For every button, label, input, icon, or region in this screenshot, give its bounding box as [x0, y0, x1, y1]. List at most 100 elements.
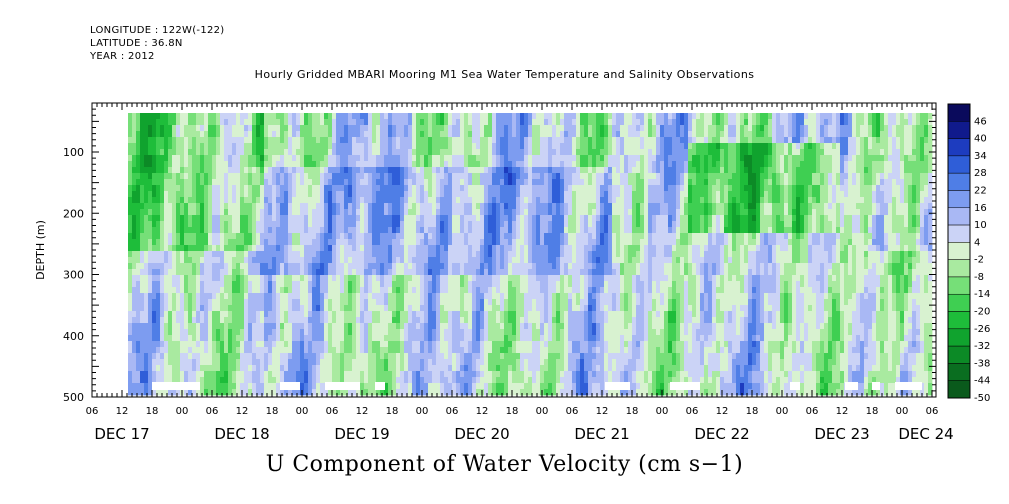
- heatmap-cell: [276, 245, 281, 252]
- heatmap-cell: [468, 233, 473, 240]
- heatmap-cell: [420, 305, 425, 312]
- heatmap-cell: [468, 257, 473, 264]
- heatmap-cell: [500, 329, 505, 336]
- heatmap-cell: [512, 239, 517, 246]
- heatmap-cell: [300, 191, 305, 198]
- heatmap-cell: [176, 251, 181, 258]
- heatmap-cell: [424, 209, 429, 216]
- heatmap-cell: [216, 203, 221, 210]
- heatmap-cell: [384, 161, 389, 168]
- heatmap-cell: [328, 119, 333, 126]
- heatmap-cell: [204, 143, 209, 150]
- heatmap-cell: [344, 293, 349, 300]
- heatmap-cell: [528, 293, 533, 300]
- heatmap-cell: [212, 263, 217, 270]
- heatmap-cell: [372, 245, 377, 252]
- heatmap-cell: [192, 335, 197, 342]
- heatmap-cell: [204, 149, 209, 156]
- heatmap-cell: [268, 239, 273, 246]
- heatmap-cell: [468, 371, 473, 378]
- heatmap-cell: [392, 209, 397, 216]
- heatmap-cell: [504, 287, 509, 294]
- heatmap-cell: [172, 365, 177, 372]
- heatmap-cell: [548, 287, 553, 294]
- heatmap-cell: [320, 329, 325, 336]
- heatmap-cell: [288, 203, 293, 210]
- heatmap-cell: [468, 347, 473, 354]
- heatmap-cell: [368, 281, 373, 288]
- heatmap-cell: [488, 197, 493, 204]
- heatmap-cell: [548, 353, 553, 360]
- heatmap-cell: [320, 227, 325, 234]
- heatmap-cell: [416, 137, 421, 144]
- heatmap-cell: [456, 173, 461, 180]
- heatmap-cell: [232, 353, 237, 360]
- heatmap-cell: [272, 215, 277, 222]
- heatmap-cell: [520, 275, 525, 282]
- heatmap-cell: [324, 263, 329, 270]
- heatmap-cell: [332, 137, 337, 144]
- heatmap-cell: [252, 353, 257, 360]
- heatmap-cell: [376, 203, 381, 210]
- heatmap-cell: [372, 299, 377, 306]
- heatmap-cell: [516, 221, 521, 228]
- heatmap-cell: [384, 323, 389, 330]
- heatmap-cell: [248, 377, 253, 384]
- heatmap-cell: [232, 269, 237, 276]
- heatmap-cell: [324, 173, 329, 180]
- heatmap-cell: [468, 209, 473, 216]
- heatmap-cell: [396, 149, 401, 156]
- heatmap-cell: [244, 251, 249, 258]
- heatmap-cell: [476, 281, 481, 288]
- heatmap-cell: [344, 179, 349, 186]
- heatmap-cell: [284, 161, 289, 168]
- heatmap-cell: [296, 113, 301, 120]
- heatmap-cell: [400, 113, 405, 120]
- heatmap-cell: [252, 143, 257, 150]
- heatmap-cell: [340, 341, 345, 348]
- heatmap-cell: [268, 329, 273, 336]
- heatmap-cell: [408, 239, 413, 246]
- heatmap-cell: [148, 197, 153, 204]
- heatmap-cell: [148, 179, 153, 186]
- heatmap-cell: [216, 137, 221, 144]
- heatmap-cell: [304, 365, 309, 372]
- heatmap-cell: [504, 143, 509, 150]
- heatmap-cell: [132, 197, 137, 204]
- heatmap-cell: [512, 245, 517, 252]
- heatmap-cell: [280, 281, 285, 288]
- heatmap-cell: [196, 251, 201, 258]
- heatmap-cell: [260, 323, 265, 330]
- heatmap-cell: [212, 239, 217, 246]
- heatmap-cell: [524, 125, 529, 132]
- heatmap-cell: [144, 155, 149, 162]
- heatmap-cell: [488, 371, 493, 378]
- heatmap-cell: [544, 377, 549, 384]
- heatmap-cell: [400, 137, 405, 144]
- heatmap-cell: [476, 311, 481, 318]
- heatmap-cell: [144, 227, 149, 234]
- heatmap-cell: [240, 155, 245, 162]
- heatmap-cell: [268, 263, 273, 270]
- heatmap-cell: [388, 305, 393, 312]
- heatmap-cell: [140, 227, 145, 234]
- heatmap-cell: [156, 389, 161, 396]
- heatmap-cell: [308, 359, 313, 366]
- heatmap-cell: [188, 245, 193, 252]
- heatmap-cell: [348, 173, 353, 180]
- heatmap-cell: [484, 209, 489, 216]
- heatmap-cell: [392, 329, 397, 336]
- heatmap-cell: [400, 371, 405, 378]
- heatmap-cell: [380, 119, 385, 126]
- heatmap-cell: [128, 209, 133, 216]
- heatmap-cell: [468, 311, 473, 318]
- heatmap-cell: [156, 155, 161, 162]
- heatmap-cell: [324, 161, 329, 168]
- heatmap-cell: [480, 323, 485, 330]
- heatmap-cell: [408, 251, 413, 258]
- heatmap-cell: [164, 281, 169, 288]
- heatmap-cell: [156, 263, 161, 270]
- heatmap-cell: [316, 341, 321, 348]
- heatmap-cell: [228, 347, 233, 354]
- heatmap-cell: [220, 191, 225, 198]
